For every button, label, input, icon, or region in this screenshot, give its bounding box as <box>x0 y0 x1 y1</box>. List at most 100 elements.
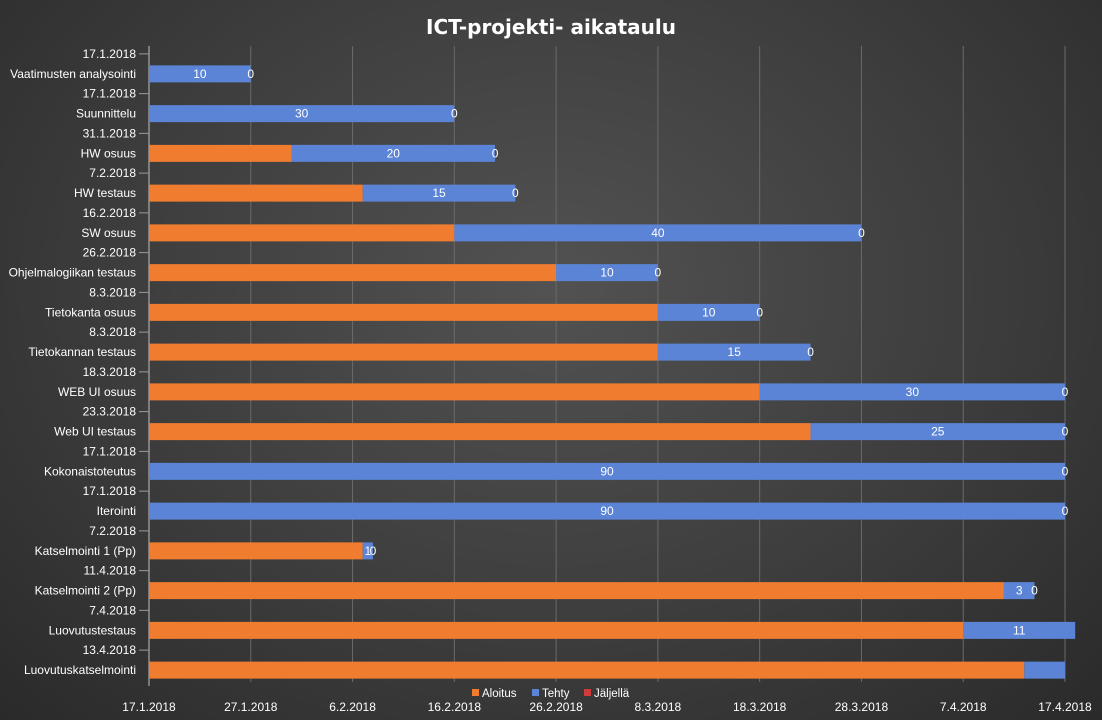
bar-aloitus <box>149 582 1004 600</box>
category-label: HW testaus <box>74 186 136 200</box>
data-label-jaljella: 0 <box>1062 385 1069 399</box>
data-label-jaljella: 0 <box>1031 584 1038 598</box>
start-date-label: 17.1.2018 <box>83 87 137 101</box>
x-tick-label: 28.3.2018 <box>835 700 889 714</box>
x-tick-label: 7.4.2018 <box>940 700 987 714</box>
start-date-label: 17.1.2018 <box>83 484 137 498</box>
x-tick-label: 8.3.2018 <box>635 700 682 714</box>
category-labels: Vaatimusten analysointi 17.1.2018 Suunnitt… <box>9 47 149 677</box>
x-tick-label: 16.2.2018 <box>428 700 482 714</box>
data-label-jaljella: 0 <box>655 266 662 280</box>
bar-tehty <box>759 383 1065 401</box>
data-label-jaljella: 0 <box>807 345 814 359</box>
start-date-label: 26.2.2018 <box>83 246 137 260</box>
data-label-tehty: 90 <box>600 504 614 518</box>
bar-aloitus <box>149 423 811 441</box>
start-date-label: 8.3.2018 <box>89 325 136 339</box>
legend-label: Jäljellä <box>594 688 630 700</box>
data-label-tehty: 1 <box>364 544 371 558</box>
bar-aloitus <box>149 661 1025 679</box>
x-tick-label: 18.3.2018 <box>733 700 787 714</box>
category-label: Tietokanta osuus <box>45 305 136 319</box>
category-label: Suunnittelu <box>76 107 136 121</box>
data-label-tehty: 15 <box>432 186 446 200</box>
category-label: Kokonaistoteutus <box>44 464 136 478</box>
start-date-label: 17.1.2018 <box>83 444 137 458</box>
data-label-tehty: 20 <box>387 146 401 160</box>
data-label-tehty: 30 <box>906 385 920 399</box>
start-date-label: 11.4.2018 <box>84 564 137 578</box>
bar-tehty <box>454 224 862 242</box>
bar-tehty <box>657 303 760 321</box>
x-tick-label: 17.1.2018 <box>122 700 176 714</box>
category-label: SW osuus <box>81 226 136 240</box>
bar-tehty <box>149 462 1065 480</box>
start-date-label: 7.2.2018 <box>89 524 136 538</box>
data-label-jaljella: 0 <box>1062 425 1069 439</box>
start-date-label: 8.3.2018 <box>89 285 136 299</box>
bar-tehty <box>657 343 811 361</box>
bar-tehty <box>362 184 516 202</box>
start-date-label: 23.3.2018 <box>83 405 137 419</box>
legend-swatch <box>532 689 539 696</box>
bar-tehty <box>291 144 496 162</box>
data-label-tehty: 11 <box>1013 623 1026 637</box>
data-label-tehty: 90 <box>600 464 614 478</box>
bar-tehty <box>556 264 658 282</box>
bar-aloitus <box>149 383 760 401</box>
legend-label: Tehty <box>542 688 570 700</box>
start-date-label: 31.1.2018 <box>83 126 137 140</box>
legend-swatch <box>472 689 479 696</box>
category-label: Tietokannan testaus <box>28 345 136 359</box>
category-label: Luovutuskatselmointi <box>24 663 136 677</box>
bar-aloitus <box>149 144 292 162</box>
category-label: Web UI testaus <box>54 425 136 439</box>
data-label-jaljella: 0 <box>512 186 519 200</box>
data-label-jaljella: 0 <box>370 544 377 558</box>
data-label-jaljella: 0 <box>858 226 865 240</box>
bar-aloitus <box>149 184 363 202</box>
data-label-jaljella: 0 <box>451 107 458 121</box>
data-label-tehty: 3 <box>1016 584 1023 598</box>
data-label-jaljella: 0 <box>1062 504 1069 518</box>
bar-tehty <box>963 621 1076 639</box>
x-tick-label: 27.1.2018 <box>224 700 278 714</box>
start-date-label: 16.2.2018 <box>83 206 137 220</box>
category-label: Katselmointi 1 (Pp) <box>35 544 136 558</box>
data-label-tehty: 10 <box>702 305 716 319</box>
data-label-jaljella: 0 <box>756 305 763 319</box>
category-label: HW osuus <box>81 146 136 160</box>
category-label: WEB UI osuus <box>58 385 136 399</box>
bar-tehty <box>362 542 373 560</box>
bar-aloitus <box>149 264 557 282</box>
data-label-jaljella: 0 <box>492 146 499 160</box>
data-label-tehty: 40 <box>651 226 665 240</box>
bar-tehty <box>149 65 251 83</box>
bar-aloitus <box>149 224 455 242</box>
data-label-jaljella: 0 <box>1062 464 1069 478</box>
category-label: Katselmointi 2 (Pp) <box>35 584 136 598</box>
category-label: Vaatimusten analysointi <box>10 67 136 81</box>
category-label: Iterointi <box>97 504 136 518</box>
legend-label: Aloitus <box>482 688 517 700</box>
bar-tehty <box>1024 661 1065 679</box>
data-label-tehty: 15 <box>728 345 742 359</box>
start-date-label: 7.2.2018 <box>89 166 136 180</box>
start-date-label: 17.1.2018 <box>83 47 137 61</box>
data-label-tehty: 25 <box>931 425 945 439</box>
data-label-tehty: 10 <box>600 266 614 280</box>
x-tick-label: 26.2.2018 <box>529 700 583 714</box>
bar-aloitus <box>149 303 658 321</box>
start-date-label: 7.4.2018 <box>89 603 136 617</box>
legend-swatch <box>584 689 591 696</box>
bar-tehty <box>149 502 1065 520</box>
chart-title: ICT-projekti- aikataulu <box>426 15 676 39</box>
category-label: Ohjelmalogiikan testaus <box>9 266 136 280</box>
data-label-tehty: 10 <box>193 67 207 81</box>
x-tick-label: 17.4.2018 <box>1038 700 1092 714</box>
bar-aloitus <box>149 343 658 361</box>
bar-tehty <box>1003 582 1035 600</box>
legend: Aloitus Tehty Jäljellä <box>472 688 630 700</box>
